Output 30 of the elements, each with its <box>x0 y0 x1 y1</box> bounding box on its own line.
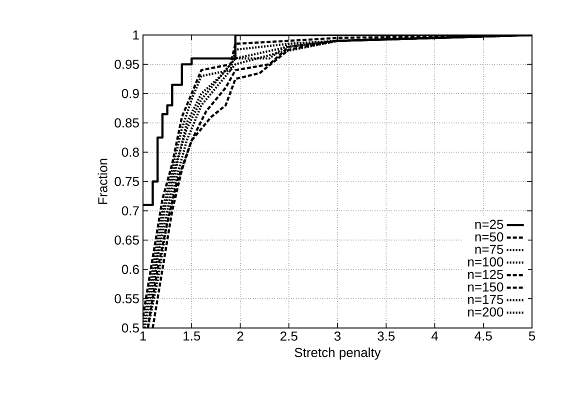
y-tick-label: 1 <box>133 30 139 40</box>
x-tick-label: 2.5 <box>280 332 298 341</box>
legend-label: n=200 <box>468 307 504 317</box>
y-tick-label: 0.65 <box>114 235 139 245</box>
legend-label: n=25 <box>475 220 504 229</box>
x-tick-label: 5 <box>528 332 536 341</box>
x-tick-label: 1 <box>140 332 146 340</box>
legend-label: n=125 <box>468 270 504 280</box>
y-tick-label: 0.6 <box>122 264 139 274</box>
y-tick-label: 0.9 <box>122 88 139 98</box>
x-tick-label: 2 <box>237 332 244 341</box>
y-tick-label: 0.7 <box>122 206 139 216</box>
y-axis-title: Fraction <box>98 158 108 204</box>
legend-label: n=50 <box>475 232 504 242</box>
x-tick-label: 4.5 <box>474 332 492 341</box>
y-tick-label: 0.75 <box>114 176 139 186</box>
y-tick-label: 0.95 <box>114 60 139 69</box>
y-tick-label: 0.55 <box>114 294 139 304</box>
x-tick-label: 3 <box>334 332 341 341</box>
legend-label: n=100 <box>468 257 504 266</box>
legend-label: n=75 <box>475 244 504 254</box>
x-axis-title: Stretch penalty <box>294 348 381 360</box>
legend-label: n=150 <box>468 282 504 292</box>
y-tick-label: 0.5 <box>122 323 139 333</box>
x-tick-label: 3.5 <box>378 332 395 341</box>
y-tick-label: 0.8 <box>122 148 139 157</box>
y-tick-label: 0.85 <box>114 118 139 128</box>
legend-label: n=175 <box>468 294 504 304</box>
x-tick-label: 4 <box>431 332 438 340</box>
x-tick-label: 1.5 <box>184 332 200 341</box>
